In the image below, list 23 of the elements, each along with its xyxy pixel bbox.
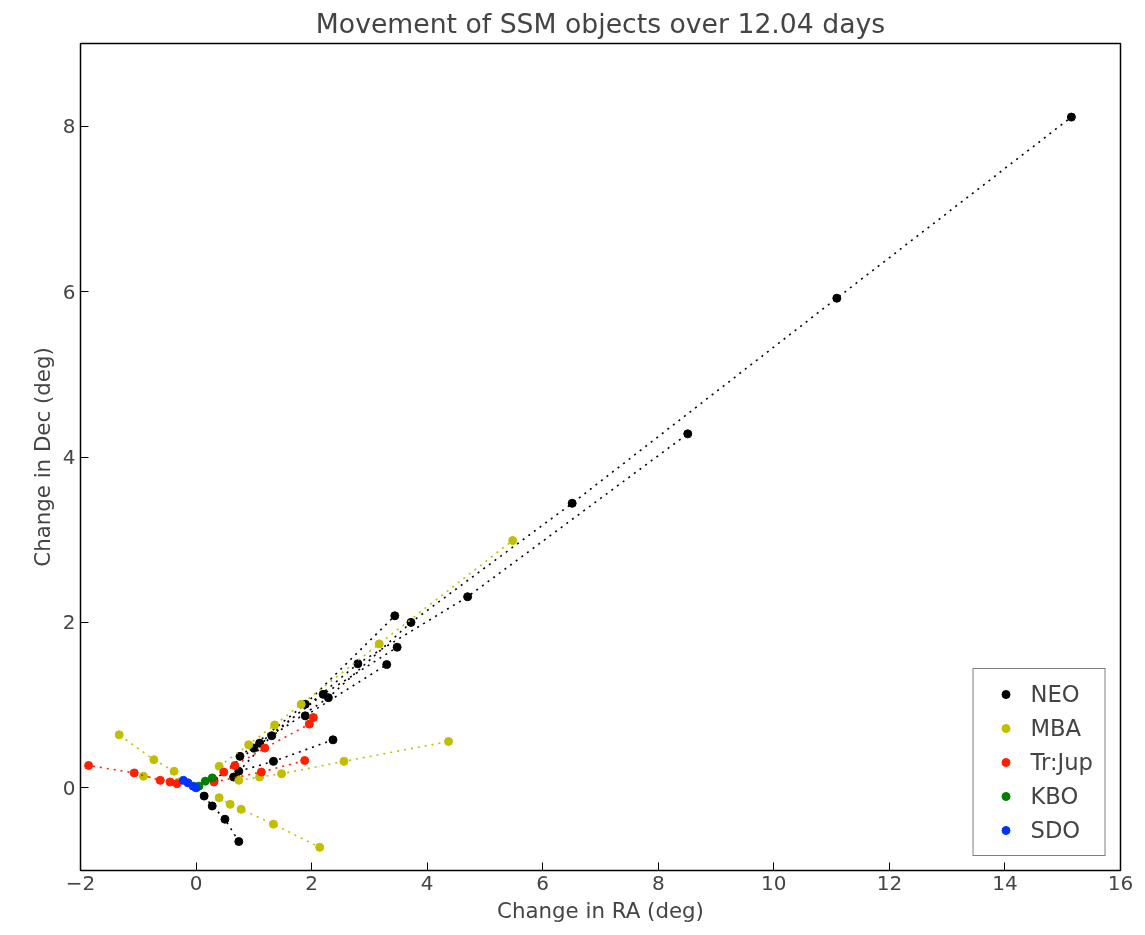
x-tick-label: 14 [992, 870, 1018, 895]
x-tick-label: 12 [876, 870, 903, 895]
x-tick-label: 8 [651, 870, 665, 895]
y-tick-label: 8 [62, 114, 76, 139]
x-tick-label: 4 [420, 870, 434, 895]
x-axis-title: Change in RA (deg) [497, 897, 704, 923]
legend-label: SDO [1030, 817, 1081, 843]
x-tick-label: 10 [761, 870, 787, 895]
y-tick-label: 4 [62, 445, 76, 469]
x-tick-label: 0 [189, 870, 203, 895]
x-tick-label: 6 [536, 870, 550, 895]
x-tick-label: 2 [305, 870, 318, 895]
x-tick-label: 16 [1107, 870, 1134, 895]
y-axis-title: Change in Dec (deg) [29, 347, 55, 567]
chart-title: Movement of SSM objects over 12.04 days [315, 7, 886, 39]
legend-label: KBO [1030, 783, 1079, 809]
legend-label: MBA [1030, 715, 1082, 741]
y-tick-label: 6 [62, 279, 76, 304]
y-tick-label: 2 [62, 610, 76, 635]
x-tick-label: −2 [65, 870, 96, 895]
y-tick-label: 0 [62, 775, 76, 800]
legend-label: Tr:Jup [1030, 749, 1093, 775]
legend-label: NEO [1030, 681, 1080, 707]
